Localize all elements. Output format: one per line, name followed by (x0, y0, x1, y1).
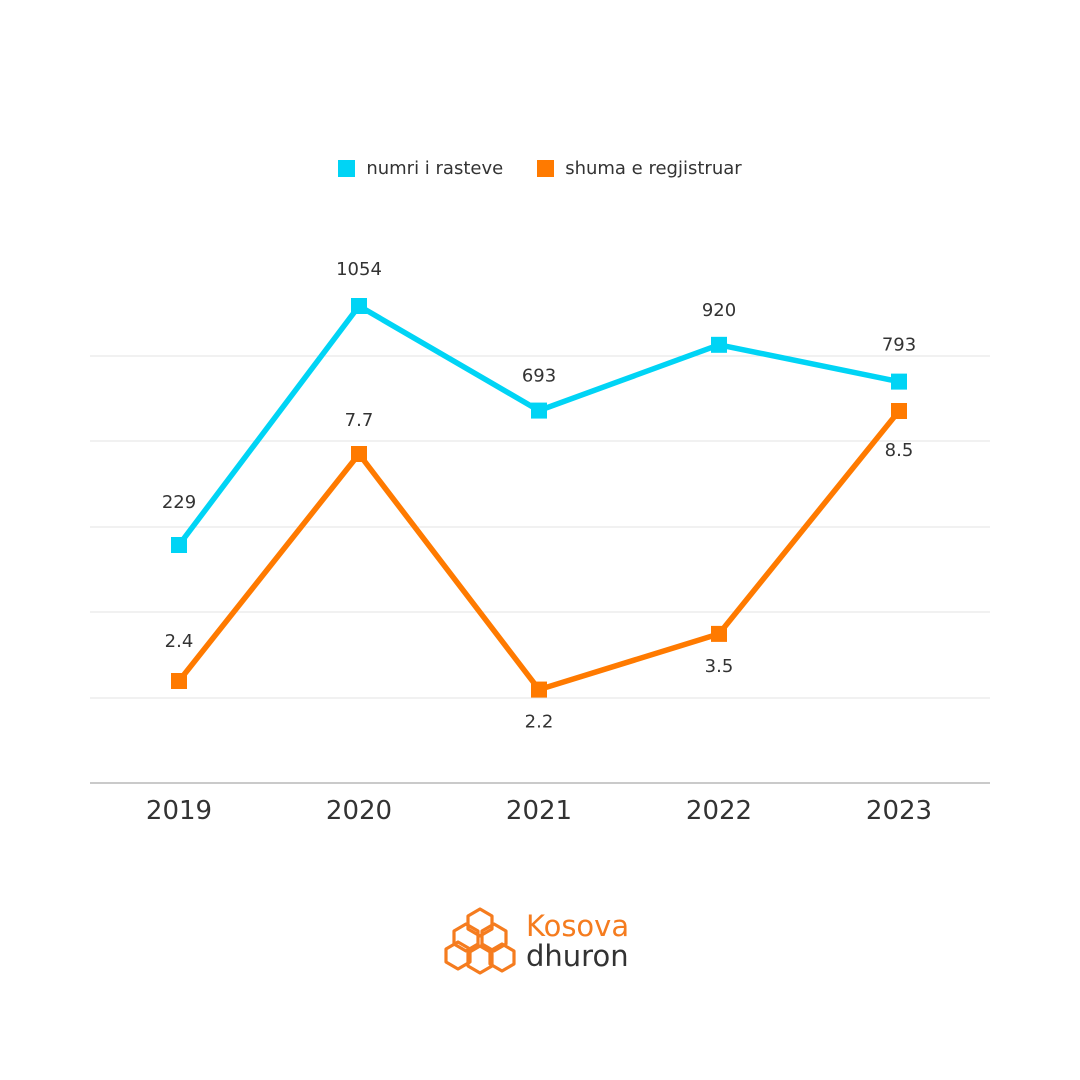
data-label: 1054 (336, 259, 382, 280)
data-label: 229 (162, 492, 196, 513)
legend-swatch-shuma (537, 160, 555, 177)
kosova-dhuron-logo: Kosova dhuron (444, 906, 629, 976)
data-point (171, 537, 187, 553)
x-axis: 2019 2020 2021 2022 2023 (90, 782, 990, 826)
legend-item-shuma: shuma e regjistruar (537, 158, 742, 179)
data-label: 2.4 (165, 631, 194, 652)
logo-text-dhuron: dhuron (526, 939, 629, 973)
data-label: 793 (882, 335, 916, 356)
legend-swatch-numri (338, 160, 356, 177)
logo-text-kosova: Kosova (526, 909, 630, 943)
data-labels: 229 1054 693 920 793 2.4 7.7 2.2 3.5 8.5 (162, 259, 916, 733)
data-label: 693 (522, 366, 556, 387)
legend-item-numri: numri i rasteve (338, 158, 503, 179)
data-point (891, 373, 907, 390)
x-tick-label: 2023 (866, 796, 932, 826)
hexagon-cluster-icon (444, 907, 516, 975)
data-point (531, 681, 547, 698)
legend: numri i rasteve shuma e regjistruar (0, 158, 1080, 179)
data-label: 7.7 (345, 410, 374, 431)
x-tick-label: 2019 (146, 796, 212, 826)
data-point (711, 625, 727, 642)
series-line-0 (176, 302, 900, 547)
x-tick-label: 2020 (326, 796, 392, 826)
x-tick-label: 2021 (506, 796, 572, 826)
legend-label-numri: numri i rasteve (366, 158, 504, 179)
data-label: 2.2 (525, 712, 554, 733)
data-point (531, 402, 547, 419)
data-point (171, 673, 187, 689)
data-label: 3.5 (705, 656, 734, 677)
data-point (711, 336, 727, 353)
data-point (351, 446, 367, 462)
legend-label-shuma: shuma e regjistruar (565, 158, 742, 179)
data-point (891, 403, 907, 419)
series-markers (171, 298, 907, 698)
data-label: 920 (702, 300, 736, 321)
series-lines (176, 302, 902, 693)
series-line-1 (176, 409, 902, 693)
x-tick-label: 2022 (686, 796, 752, 826)
data-label: 8.5 (885, 440, 914, 461)
data-point (351, 298, 367, 314)
gridlines (90, 355, 990, 699)
